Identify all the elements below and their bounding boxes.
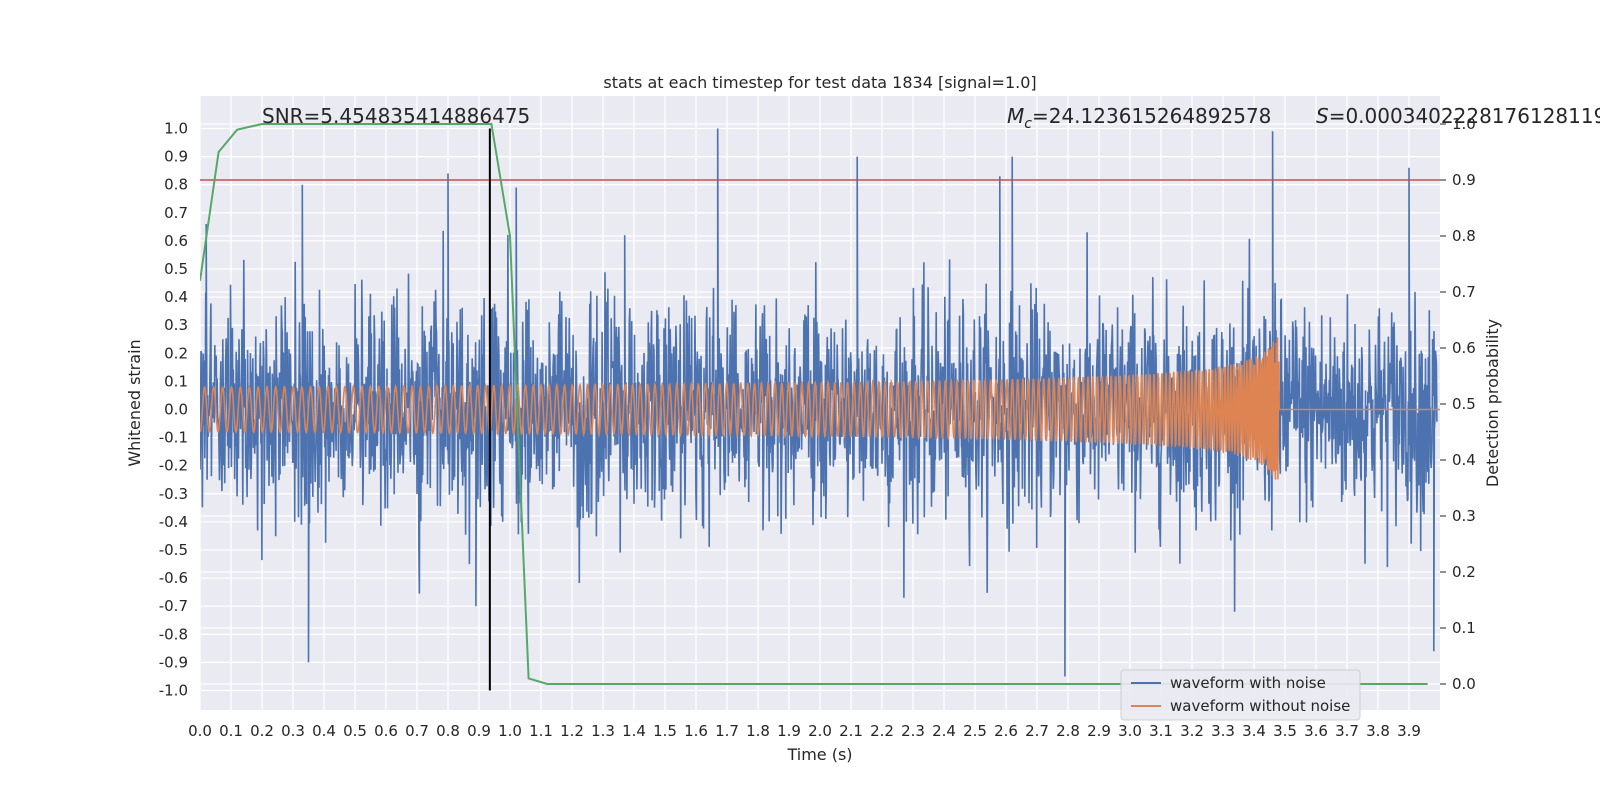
x-tick-label: 2.4	[932, 722, 956, 740]
x-tick-label: 3.3	[1211, 722, 1235, 740]
s-annotation: S=0.0003402228176128119	[1316, 104, 1600, 128]
x-tick-label: 0.7	[405, 722, 429, 740]
x-tick-labels: 0.0 0.1 0.2 0.3 0.4 0.5 0.6 0.7 0.8 0.9 1.0 1.1 1.2 1…	[188, 722, 1421, 740]
y-tick-label: -0.8	[159, 625, 188, 643]
y-tick-label: -0.7	[159, 597, 188, 615]
y2-tick-label: 0.6	[1452, 339, 1476, 357]
x-tick-label: 1.9	[777, 722, 801, 740]
y-tick-label: 0.3	[164, 316, 188, 334]
x-tick-label: 3.4	[1242, 722, 1266, 740]
y2-tick-labels: 1.0 0.9 0.8 0.7 0.6 0.5 0.4 0.3 0.2 0.1 0.0	[1440, 115, 1476, 693]
x-tick-label: 2.6	[994, 722, 1018, 740]
y-tick-label: 0.2	[164, 344, 188, 362]
y-tick-label: 0.8	[164, 176, 188, 194]
s-symbol: S	[1316, 104, 1329, 128]
x-tick-label: 3.7	[1335, 722, 1359, 740]
s-value: =0.0003402228176128119	[1329, 104, 1600, 128]
y-tick-label: 0.0	[164, 401, 188, 419]
y2-tick-label: 0.1	[1452, 619, 1476, 637]
x-tick-label: 0.8	[436, 722, 460, 740]
x-tick-label: 3.8	[1366, 722, 1390, 740]
x-tick-label: 1.3	[591, 722, 615, 740]
y-tick-label: 0.9	[164, 148, 188, 166]
legend-label-noise: waveform with noise	[1170, 674, 1326, 692]
x-tick-label: 2.3	[901, 722, 925, 740]
y-tick-label: 0.4	[164, 288, 188, 306]
x-tick-label: 1.4	[622, 722, 646, 740]
y2-tick-label: 1.0	[1452, 115, 1476, 133]
snr-annotation: SNR=5.454835414886475	[262, 104, 530, 128]
y2-tick-label: 0.0	[1452, 675, 1476, 693]
x-tick-label: 1.0	[498, 722, 522, 740]
y2-tick-label: 0.3	[1452, 507, 1476, 525]
legend-label-clean: waveform without noise	[1170, 697, 1350, 715]
y2-tick-label: 0.9	[1452, 171, 1476, 189]
chirp-mass-annotation: Mc=24.123615264892578	[1007, 104, 1271, 132]
chirp-mass-subscript: c	[1024, 116, 1032, 132]
x-tick-label: 2.7	[1025, 722, 1049, 740]
y-tick-labels: 1.0 0.9 0.8 0.7 0.6 0.5 0.4 0.3 0.2 0.1 0.0 -0.1 -0.…	[159, 120, 188, 700]
y2-tick-label: 0.8	[1452, 227, 1476, 245]
y-tick-label: -0.2	[159, 457, 188, 475]
x-tick-label: 0.2	[250, 722, 274, 740]
x-tick-label: 2.8	[1056, 722, 1080, 740]
y-tick-label: 0.5	[164, 260, 188, 278]
y2-tick-label: 0.5	[1452, 395, 1476, 413]
chirp-mass-value: =24.123615264892578	[1032, 104, 1271, 128]
x-tick-label: 0.4	[312, 722, 336, 740]
x-tick-label: 3.9	[1397, 722, 1421, 740]
y2-tick-label: 0.7	[1452, 283, 1476, 301]
y-tick-label: -0.4	[159, 513, 188, 531]
series-waveform-with-noise	[200, 128, 1438, 677]
y2-tick-label: 0.2	[1452, 563, 1476, 581]
x-tick-label: 2.9	[1087, 722, 1111, 740]
x-tick-label: 0.9	[467, 722, 491, 740]
series-detection-probability	[200, 123, 1428, 685]
x-axis-label: Time (s)	[786, 745, 852, 764]
x-tick-label: 3.6	[1304, 722, 1328, 740]
series-waveform-without-noise	[200, 337, 1440, 480]
x-tick-label: 2.2	[870, 722, 894, 740]
x-tick-label: 2.0	[808, 722, 832, 740]
x-tick-label: 1.2	[560, 722, 584, 740]
legend: waveform with noise waveform without noi…	[1120, 669, 1361, 721]
x-tick-label: 1.1	[529, 722, 553, 740]
legend-box	[1120, 669, 1361, 721]
x-tick-label: 1.7	[715, 722, 739, 740]
x-tick-label: 3.1	[1149, 722, 1173, 740]
y-tick-label: 0.6	[164, 232, 188, 250]
y-tick-label: 0.7	[164, 204, 188, 222]
x-tick-label: 0.5	[343, 722, 367, 740]
x-tick-label: 2.1	[839, 722, 863, 740]
y-tick-label: -0.9	[159, 653, 188, 671]
x-tick-label: 3.0	[1118, 722, 1142, 740]
x-tick-label: 2.5	[963, 722, 987, 740]
y-tick-label: -0.6	[159, 569, 188, 587]
y-tick-label: 0.1	[164, 372, 188, 390]
y2-tick-label: 0.4	[1452, 451, 1476, 469]
x-tick-label: 3.5	[1273, 722, 1297, 740]
y-axis-label: Whitened strain	[125, 339, 144, 466]
y-tick-label: 1.0	[164, 120, 188, 138]
chart-title: stats at each timestep for test data 183…	[603, 73, 1036, 92]
y-tick-label: -0.3	[159, 485, 188, 503]
x-tick-label: 0.6	[374, 722, 398, 740]
chirp-mass-symbol: M	[1007, 104, 1024, 128]
y-tick-label: -0.1	[159, 429, 188, 447]
x-tick-label: 1.8	[746, 722, 770, 740]
x-tick-label: 1.5	[653, 722, 677, 740]
x-tick-label: 1.6	[684, 722, 708, 740]
y-tick-label: -1.0	[159, 682, 188, 700]
y2-axis-label: Detection probability	[1483, 319, 1502, 487]
x-tick-label: 0.1	[219, 722, 243, 740]
x-tick-label: 0.0	[188, 722, 212, 740]
x-tick-label: 3.2	[1180, 722, 1204, 740]
y-tick-label: -0.5	[159, 541, 188, 559]
x-tick-label: 0.3	[281, 722, 305, 740]
